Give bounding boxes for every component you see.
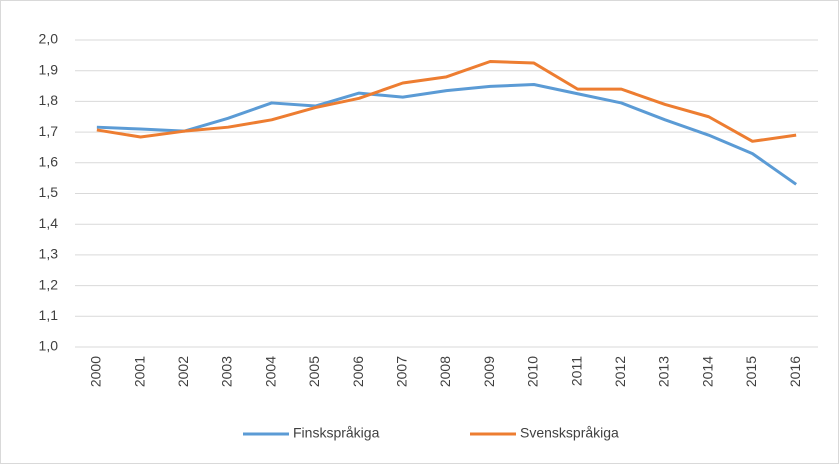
series-line [96,59,797,143]
x-tick-label: 2008 [437,356,453,387]
y-tick-label: 1,2 [39,276,59,292]
x-tick-label: 2006 [350,356,366,387]
x-tick-label: 2005 [306,356,322,387]
y-tick-label: 1,7 [39,123,59,139]
y-tick-label: 1,6 [39,154,59,170]
x-tick-label: 2011 [568,356,584,386]
y-tick-label: 1,5 [39,184,59,200]
x-tick-label: 2009 [481,356,497,387]
y-tick-label: 1,8 [39,92,59,108]
x-tick-label: 2010 [525,356,541,387]
x-tick-label: 2012 [612,356,628,387]
y-tick-label: 2,0 [39,31,59,47]
x-tick-label: 2003 [219,356,235,387]
x-tick-label: 2015 [743,356,759,387]
x-tick-label: 2007 [393,356,409,387]
x-tick-label: 2013 [656,356,672,387]
legend-label: Finskspråkiga [293,425,380,441]
y-tick-label: 1,4 [39,215,59,231]
y-tick-label: 1,1 [39,307,59,323]
y-tick-label: 1,3 [39,246,59,262]
x-tick-label: 2001 [131,356,147,387]
legend-label: Svenskspråkiga [520,425,619,441]
x-tick-label: 2002 [175,356,191,387]
series-line [96,83,798,186]
y-tick-label: 1,9 [39,61,59,77]
y-tick-label: 1,0 [39,338,59,354]
x-tick-label: 2000 [88,356,104,387]
x-tick-label: 2016 [787,356,803,387]
x-tick-label: 2014 [699,356,715,387]
x-tick-label: 2004 [262,356,278,387]
